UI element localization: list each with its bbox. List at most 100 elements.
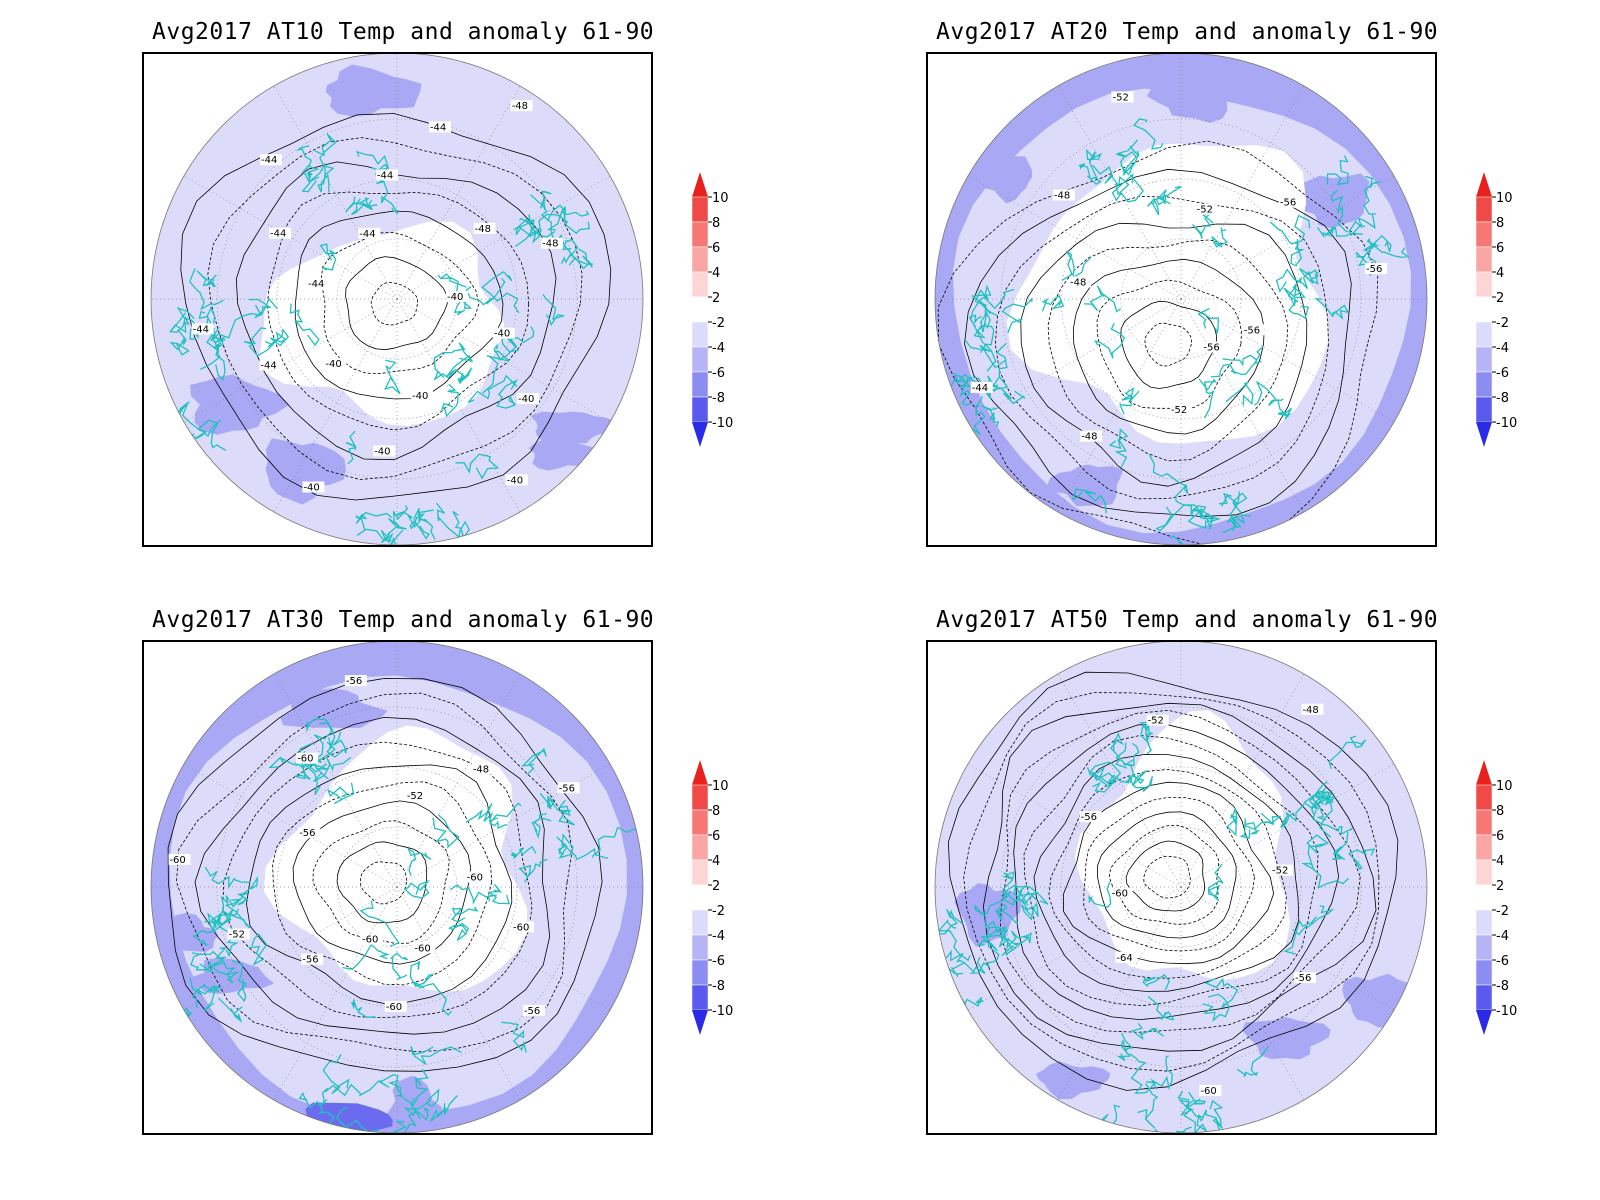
colorbar-label: -8 xyxy=(1496,391,1509,406)
temperature-contour xyxy=(1143,855,1191,899)
contour-label-bg xyxy=(296,752,319,764)
anomaly-patch xyxy=(280,688,388,729)
anomaly-patch xyxy=(1288,173,1370,229)
colorbar-segment xyxy=(1475,984,1493,1011)
contour-label: -60 xyxy=(1200,1086,1216,1097)
colorbar-label: -8 xyxy=(1496,979,1509,994)
contour-label-bg xyxy=(492,327,515,339)
contour-label: -56 xyxy=(1295,973,1311,984)
contour-label-bg xyxy=(227,928,250,940)
colorbar-label: 8 xyxy=(1496,804,1504,819)
contour-label-bg xyxy=(1115,951,1138,963)
meridian-line xyxy=(396,175,611,300)
contour-label-bg xyxy=(302,481,325,493)
temperature-contour xyxy=(1083,797,1255,952)
contour-label: -56 xyxy=(1280,198,1296,209)
colorbar-segment xyxy=(691,934,709,961)
meridian-line xyxy=(1057,886,1182,1101)
colorbar-segment xyxy=(1475,296,1493,323)
contour-label: -40 xyxy=(507,475,523,486)
colorbar-segment xyxy=(691,984,709,1011)
contour-label: -44 xyxy=(260,361,276,372)
temperature-contour xyxy=(266,191,530,431)
anomaly-patch xyxy=(1242,1017,1331,1060)
temperature-contour xyxy=(964,168,1352,517)
panel-title: Avg2017 AT20 Temp and anomaly 61-90 xyxy=(936,19,1439,45)
contour-label: -52 xyxy=(229,930,245,941)
colorbar-label: -2 xyxy=(1496,316,1509,331)
colorbar-segment xyxy=(1475,271,1493,298)
contour-label: -56 xyxy=(1081,812,1097,823)
meridian-line xyxy=(273,85,398,300)
colorbar-canvas: 10 8 6 4 2 -2 -4 -6 -8 -10 xyxy=(691,172,733,447)
colorbar-segment xyxy=(691,884,709,911)
colorbar-segment xyxy=(1475,834,1493,861)
contour-label-bg xyxy=(344,675,367,687)
contour-label-bg xyxy=(384,1000,407,1012)
temperature-contour xyxy=(1013,724,1340,1021)
contour-label-bg xyxy=(1111,91,1134,103)
meridian-line xyxy=(273,673,398,888)
colorbar-extend-bottom xyxy=(1476,1010,1492,1035)
temperature-contour xyxy=(994,196,1329,500)
colorbar: 10 8 6 4 2 -2 -4 -6 -8 -10 xyxy=(1472,760,1542,1050)
colorbar-canvas: 10 8 6 4 2 -2 -4 -6 -8 -10 xyxy=(691,760,733,1035)
contour-label-bg xyxy=(301,953,324,965)
colorbar-extend-bottom xyxy=(1476,422,1492,447)
colorbar-segment xyxy=(691,196,709,223)
contour-label-bg xyxy=(516,392,539,404)
temperature-contour xyxy=(1144,322,1193,367)
contour-label-bg xyxy=(413,942,436,954)
colorbar-label: 6 xyxy=(712,241,720,256)
contour-label-bg xyxy=(324,357,347,369)
contour-label: -48 xyxy=(1081,432,1097,443)
coastline-overlay xyxy=(935,713,1376,1133)
colorbar-segment xyxy=(691,271,709,298)
polar-map: -60 -56 -52 -60 -56 -60 -56 -52 -48 -56 -60 -60 -56 -… xyxy=(142,640,653,1135)
map-canvas: -60 -56 -52 -60 -56 -60 -56 -52 -48 -56 -60 -60 -56 -… xyxy=(150,642,644,1133)
contour-label-bg xyxy=(191,323,214,335)
colorbar-segment xyxy=(691,809,709,836)
contour-label-bg xyxy=(259,359,282,371)
contour-label-bg xyxy=(373,445,396,457)
colorbar-extend-top xyxy=(692,172,708,197)
anomaly-patch xyxy=(190,374,290,435)
contour-label-bg xyxy=(1199,1084,1222,1096)
colorbar-segment xyxy=(691,296,709,323)
temperature-contour xyxy=(235,161,557,461)
contour-label-bg xyxy=(375,169,398,181)
colorbar-label: 2 xyxy=(1496,291,1504,306)
temperature-contour xyxy=(1033,754,1300,992)
map-canvas: -56 -52 -48 -44 -48 -48 -52 -52 -56 -56 -56 xyxy=(934,54,1428,545)
temperature-contour xyxy=(963,692,1380,1072)
contour-label: -52 xyxy=(1197,205,1213,216)
contour-label: -48 xyxy=(512,101,528,112)
colorbar-label: 4 xyxy=(712,266,720,281)
colorbar-label: 10 xyxy=(712,779,729,794)
contour-label-bg xyxy=(541,237,564,249)
meridian-line xyxy=(396,886,521,1101)
colorbar-segment xyxy=(1475,246,1493,273)
contour-label: -52 xyxy=(1148,716,1164,727)
anomaly-patch xyxy=(528,435,598,471)
temperature-contour xyxy=(1097,811,1237,939)
colorbar-extend-top xyxy=(1476,172,1492,197)
meridian-line xyxy=(183,298,398,423)
colorbar-label: 6 xyxy=(1496,829,1504,844)
temperature-contour xyxy=(1048,769,1287,979)
meridian-line xyxy=(396,886,611,1011)
meridian-line xyxy=(1180,886,1305,1101)
anomaly-patch xyxy=(1146,70,1235,123)
temperature-contour xyxy=(292,800,472,965)
colorbar-label: 8 xyxy=(712,804,720,819)
colorbar-label: -8 xyxy=(712,979,725,994)
contour-label: -60 xyxy=(169,855,185,866)
meridian-line xyxy=(1057,298,1182,513)
temperature-contour xyxy=(345,256,448,351)
colorbar-segment xyxy=(691,909,709,936)
temperature-contour xyxy=(336,841,428,924)
contour-label: -48 xyxy=(542,239,558,250)
colorbar-segment xyxy=(1475,321,1493,348)
colorbar-label: 2 xyxy=(712,291,720,306)
contour-label-bg xyxy=(557,782,580,794)
